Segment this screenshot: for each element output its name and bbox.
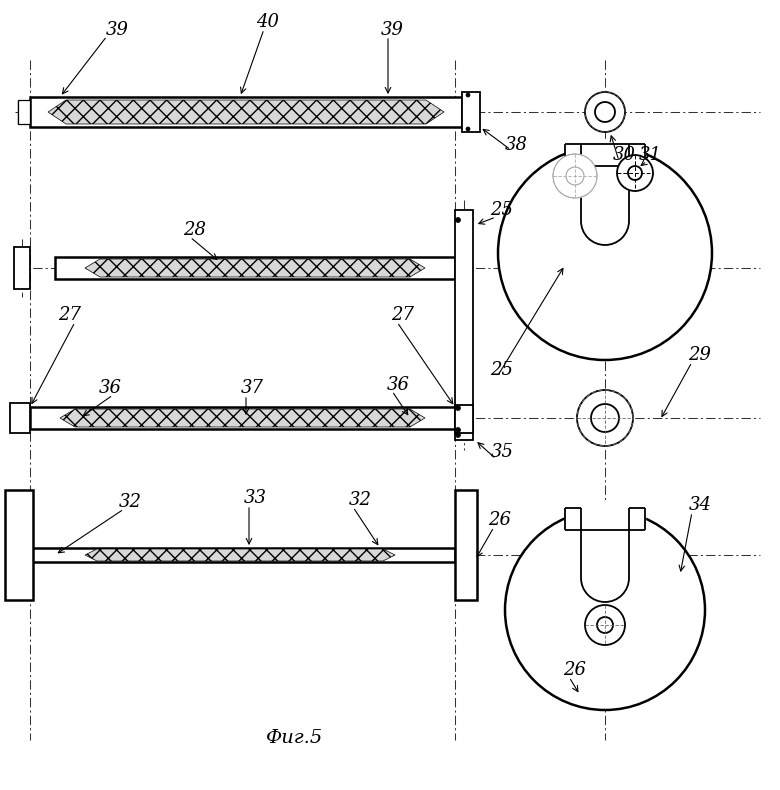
Polygon shape <box>85 549 395 561</box>
Polygon shape <box>60 409 425 427</box>
Text: Фиг.5: Фиг.5 <box>267 729 324 747</box>
Text: 32: 32 <box>349 491 371 509</box>
Bar <box>455 405 473 433</box>
Circle shape <box>577 390 633 446</box>
Polygon shape <box>85 259 425 277</box>
Text: 36: 36 <box>387 376 410 394</box>
Bar <box>5 490 33 600</box>
Bar <box>30 548 455 562</box>
Circle shape <box>585 92 625 132</box>
Polygon shape <box>581 166 629 221</box>
Text: 26: 26 <box>488 511 512 529</box>
Text: 39: 39 <box>381 21 403 39</box>
Text: 35: 35 <box>491 443 513 461</box>
Text: 37: 37 <box>240 379 264 397</box>
Text: 30: 30 <box>612 146 636 164</box>
Text: 40: 40 <box>257 13 279 31</box>
Bar <box>30 407 455 429</box>
Text: 28: 28 <box>183 221 207 239</box>
Text: 25: 25 <box>491 201 513 219</box>
Circle shape <box>617 155 653 191</box>
Text: 25: 25 <box>491 361 513 379</box>
Circle shape <box>505 510 705 710</box>
Circle shape <box>456 432 460 438</box>
Circle shape <box>591 404 619 432</box>
Text: 27: 27 <box>58 306 81 324</box>
Text: 29: 29 <box>689 346 711 364</box>
Polygon shape <box>565 503 645 532</box>
Circle shape <box>597 617 613 633</box>
Text: 36: 36 <box>98 379 122 397</box>
Circle shape <box>456 217 460 223</box>
Circle shape <box>595 102 615 122</box>
Bar <box>14 247 30 289</box>
Circle shape <box>466 127 470 131</box>
Circle shape <box>466 93 470 97</box>
Polygon shape <box>581 139 629 166</box>
Text: 33: 33 <box>243 489 267 507</box>
Text: 27: 27 <box>392 306 414 324</box>
Bar <box>10 403 30 433</box>
Text: 26: 26 <box>563 661 587 679</box>
Text: 32: 32 <box>119 493 141 511</box>
Bar <box>455 490 477 600</box>
Polygon shape <box>48 100 444 124</box>
Text: 38: 38 <box>505 136 527 154</box>
Text: 39: 39 <box>105 21 129 39</box>
Circle shape <box>498 146 712 360</box>
Circle shape <box>585 605 625 645</box>
Polygon shape <box>565 144 581 166</box>
Text: 31: 31 <box>639 146 661 164</box>
Circle shape <box>566 167 584 185</box>
Polygon shape <box>629 144 645 166</box>
Bar <box>455 210 473 440</box>
Circle shape <box>628 166 642 180</box>
Bar <box>55 257 455 279</box>
Bar <box>18 100 30 124</box>
Polygon shape <box>581 508 629 530</box>
Polygon shape <box>581 530 629 583</box>
Bar <box>30 97 462 127</box>
Circle shape <box>456 427 460 432</box>
Bar <box>462 92 480 132</box>
Text: 34: 34 <box>689 496 711 514</box>
Circle shape <box>553 154 597 198</box>
Circle shape <box>456 405 460 411</box>
